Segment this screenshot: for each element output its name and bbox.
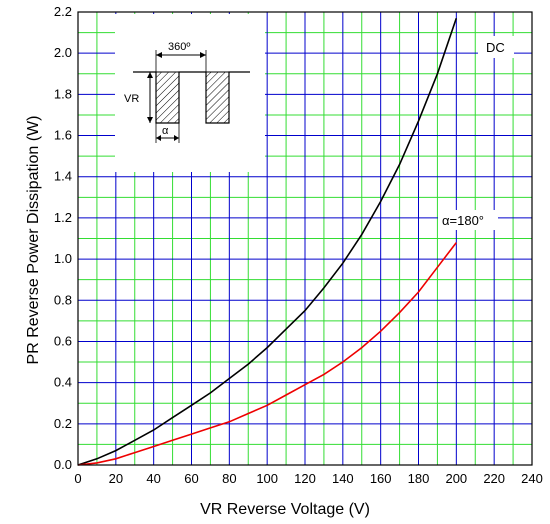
x-tick-label: 120: [294, 471, 316, 486]
y-tick-labels: 0.0 0.2 0.4 0.6 0.8 1.0 1.2 1.4 1.6 1.8 2.0 2.2: [54, 4, 72, 472]
inset-period-arrowheads: [156, 52, 206, 58]
y-tick-label: 0.6: [54, 333, 72, 348]
y-tick-label: 1.8: [54, 86, 72, 101]
x-tick-label: 80: [222, 471, 236, 486]
y-tick-label: 2.0: [54, 45, 72, 60]
y-tick-label: 2.2: [54, 4, 72, 19]
series-layer: [77, 17, 458, 466]
x-tick-label: 60: [184, 471, 198, 486]
x-axis-title: VR Reverse Voltage (V): [200, 501, 370, 518]
x-tick-label: 220: [483, 471, 505, 486]
waveform-inset: 360º VR α: [115, 14, 265, 172]
y-tick-label: 0.0: [54, 457, 72, 472]
x-tick-label: 140: [332, 471, 354, 486]
inset-peak-label: VR: [124, 93, 139, 105]
x-tick-label: 20: [109, 471, 123, 486]
alpha-series-label: α=180°: [442, 213, 484, 228]
x-tick-labels: 0 20 40 60 80 100 120 140 160 180 200 220 240: [74, 471, 542, 486]
inset-conduction-label: α: [162, 125, 169, 137]
y-tick-label: 1.2: [54, 210, 72, 225]
x-tick-label: 160: [370, 471, 392, 486]
x-tick-label: 40: [146, 471, 160, 486]
inset-hatch-2: [205, 71, 230, 124]
series-line-dc: [77, 17, 458, 466]
y-tick-label: 0.4: [54, 375, 72, 390]
dc-label-box: [478, 36, 514, 58]
x-tick-label: 100: [256, 471, 278, 486]
inset-background: [115, 14, 265, 172]
series-line-alpha-180: [77, 242, 457, 466]
plot-frame: [77, 11, 533, 466]
y-tick-label: 0.2: [54, 416, 72, 431]
dc-series-label: DC: [486, 40, 505, 55]
x-tick-label: 240: [521, 471, 543, 486]
inset-hatch-1: [155, 71, 180, 124]
inset-period-label: 360º: [168, 41, 190, 53]
y-tick-label: 0.8: [54, 292, 72, 307]
y-axis-title: PR Reverse Power Dissipation (W): [25, 116, 42, 365]
y-tick-label: 1.6: [54, 128, 72, 143]
x-tick-label: 0: [74, 471, 81, 486]
y-tick-label: 1.4: [54, 169, 72, 184]
y-tick-label: 1.0: [54, 251, 72, 266]
x-tick-label: 180: [408, 471, 430, 486]
x-tick-label: 200: [445, 471, 467, 486]
alpha-label-box: [438, 210, 498, 230]
